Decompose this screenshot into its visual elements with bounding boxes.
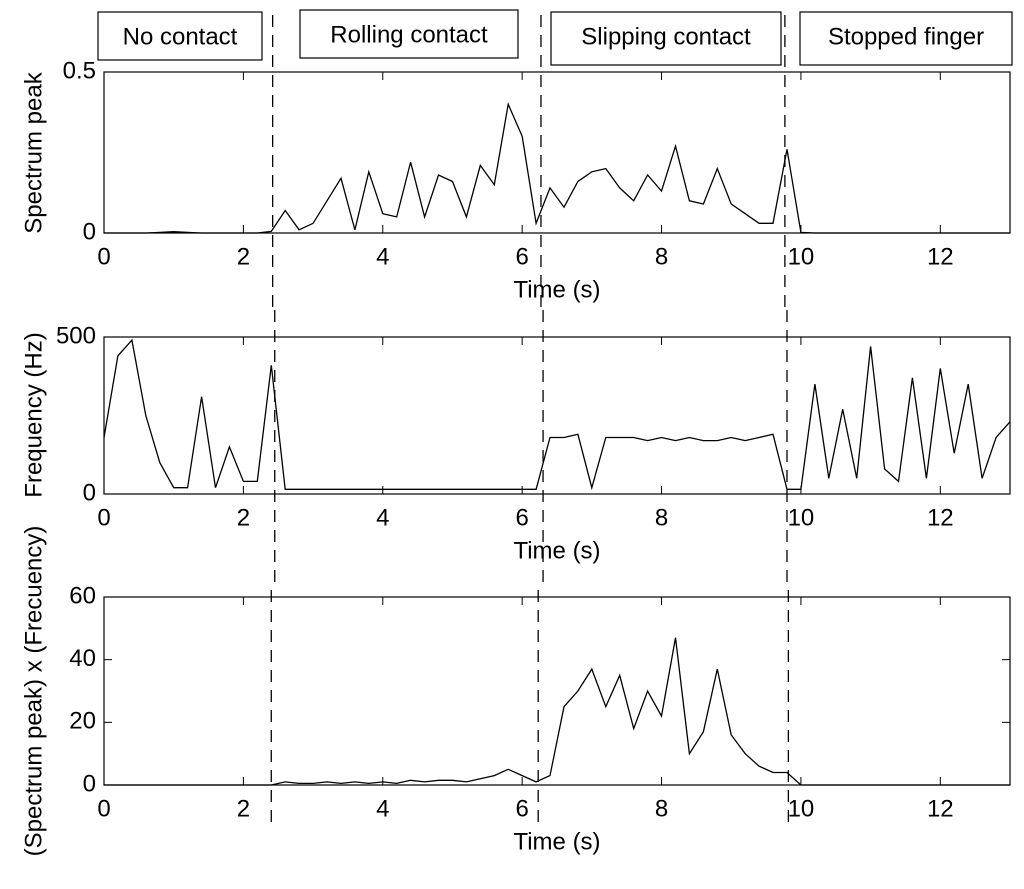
x-tick-label: 6 — [515, 243, 528, 270]
x-tick-label: 4 — [376, 795, 389, 822]
region-label: Stopped finger — [828, 23, 984, 50]
region-box — [550, 11, 782, 66]
x-tick-label: 0 — [97, 504, 110, 531]
y-tick-label: 0.5 — [63, 57, 96, 84]
y-axis-label: Frequency (Hz) — [20, 332, 47, 497]
y-tick-label: 60 — [69, 582, 96, 609]
x-tick-label: 6 — [515, 504, 528, 531]
region-box — [799, 11, 1013, 66]
y-axis-label: (Spectrum peak) x (Frecuency) — [20, 526, 47, 857]
x-tick-label: 4 — [376, 504, 389, 531]
x-tick-label: 10 — [788, 504, 815, 531]
region-box — [97, 11, 263, 61]
y-tick-label: 0 — [83, 479, 96, 506]
data-line — [104, 637, 1010, 786]
x-tick-label: 12 — [927, 243, 954, 270]
x-tick-label: 4 — [376, 243, 389, 270]
data-line — [104, 101, 1010, 234]
x-axis-label: Time (s) — [513, 537, 600, 564]
plot-frame — [103, 596, 1011, 786]
y-tick-label: 40 — [69, 645, 96, 672]
x-tick-label: 0 — [97, 243, 110, 270]
y-tick-label: 0 — [83, 218, 96, 245]
region-label: No contact — [123, 23, 238, 50]
x-tick-label: 6 — [515, 795, 528, 822]
region-box — [299, 9, 519, 59]
data-line — [103, 338, 1011, 491]
plot-frame — [103, 71, 1011, 234]
y-tick-label: 0 — [83, 770, 96, 797]
region-label: Rolling contact — [330, 21, 488, 48]
y-tick-label: 20 — [69, 708, 96, 735]
x-tick-label: 10 — [788, 243, 815, 270]
region-label: Slipping contact — [581, 23, 751, 50]
x-axis-label: Time (s) — [513, 828, 600, 855]
y-axis-label: Spectrum peak — [20, 71, 47, 233]
x-tick-label: 12 — [927, 795, 954, 822]
x-tick-label: 10 — [788, 795, 815, 822]
x-tick-label: 8 — [655, 795, 668, 822]
x-tick-label: 8 — [655, 243, 668, 270]
x-tick-label: 12 — [927, 504, 954, 531]
x-tick-label: 2 — [237, 795, 250, 822]
x-tick-label: 8 — [655, 504, 668, 531]
x-tick-label: 2 — [237, 243, 250, 270]
x-tick-label: 2 — [237, 504, 250, 531]
y-tick-label: 500 — [56, 322, 96, 349]
x-tick-label: 0 — [97, 795, 110, 822]
x-axis-label: Time (s) — [513, 276, 600, 303]
plot-frame — [103, 336, 1011, 495]
